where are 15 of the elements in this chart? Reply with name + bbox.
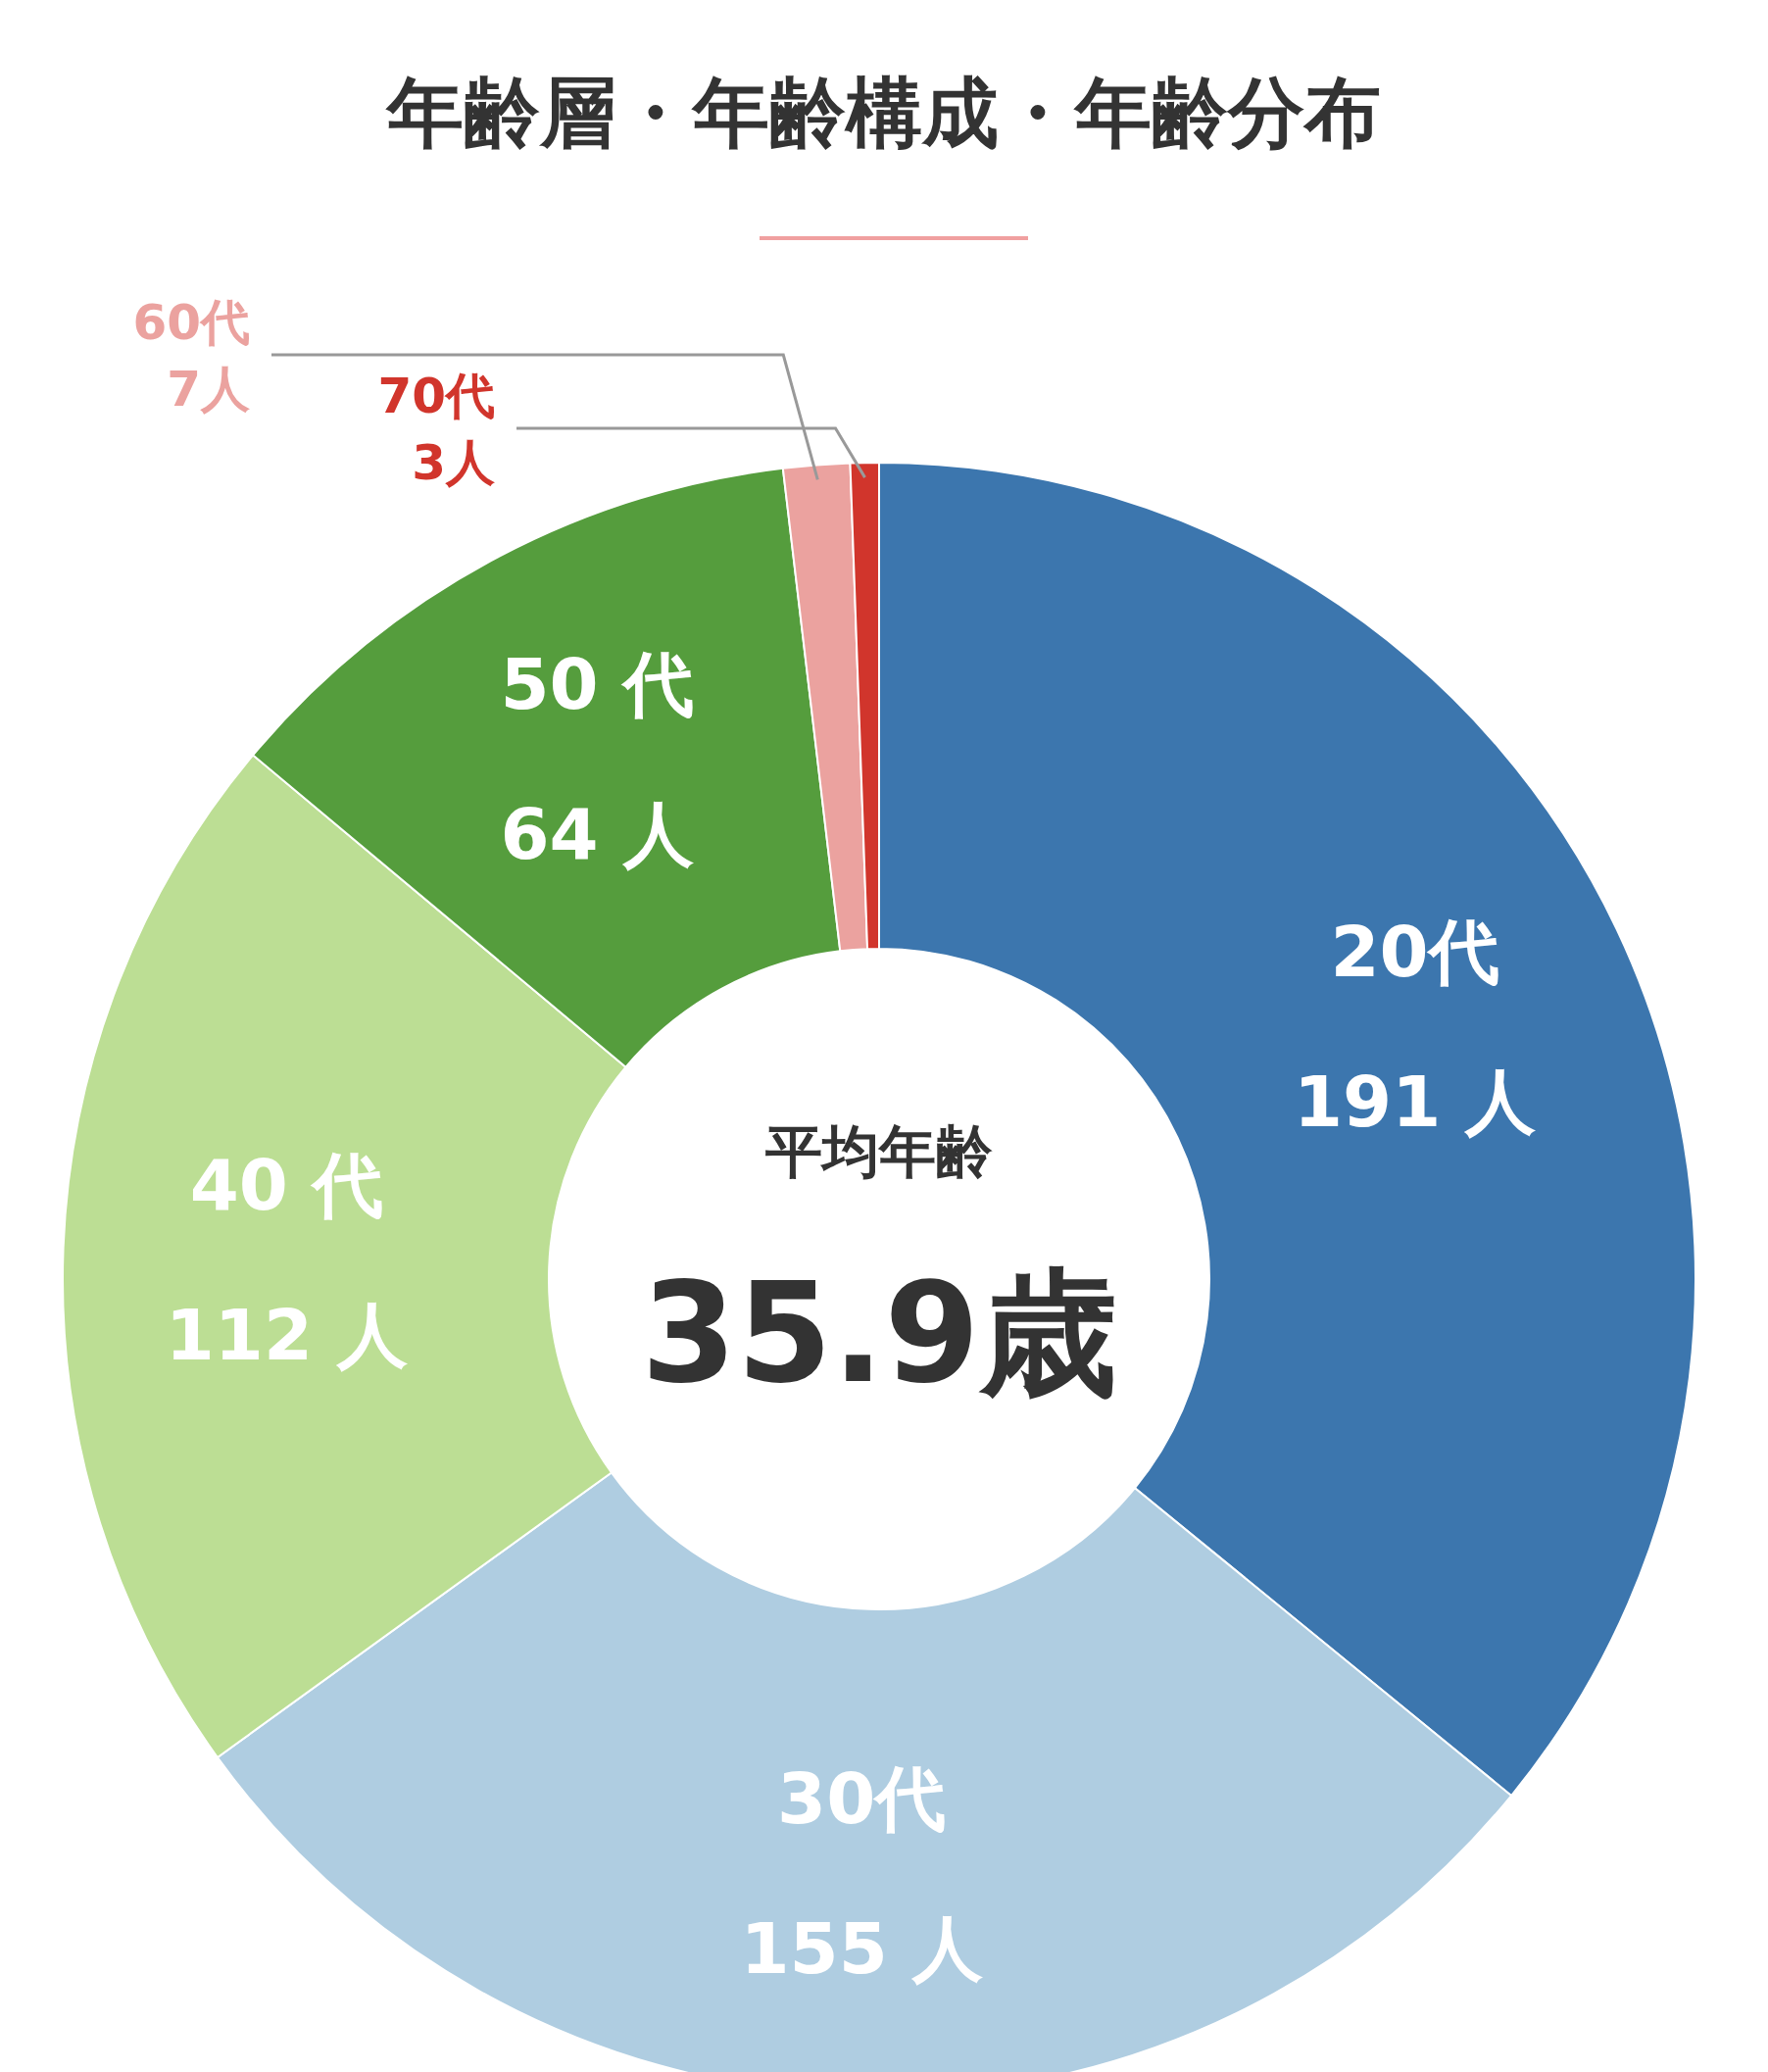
data-label: 155 人 xyxy=(740,1906,983,1990)
slice-label: 50 代 xyxy=(500,642,694,725)
text: 平均年齢 xyxy=(764,1118,993,1185)
data-label: 64 人 xyxy=(500,792,694,875)
chart-title: 年齢層・年齢構成・年齢分布 xyxy=(385,69,1381,157)
slice-label: 60代 xyxy=(132,294,250,351)
data-label: 191 人 xyxy=(1293,1060,1537,1143)
slice-label: 20代 xyxy=(1330,910,1499,993)
data-label: 3人 xyxy=(412,434,495,491)
slice-label: 70代 xyxy=(377,368,495,424)
data-label: 7人 xyxy=(167,361,250,418)
data-label: 112 人 xyxy=(165,1293,409,1376)
slice-label: 30代 xyxy=(777,1756,947,1840)
text: 35.9歳 xyxy=(641,1253,1117,1413)
slice-label: 40 代 xyxy=(189,1143,384,1226)
